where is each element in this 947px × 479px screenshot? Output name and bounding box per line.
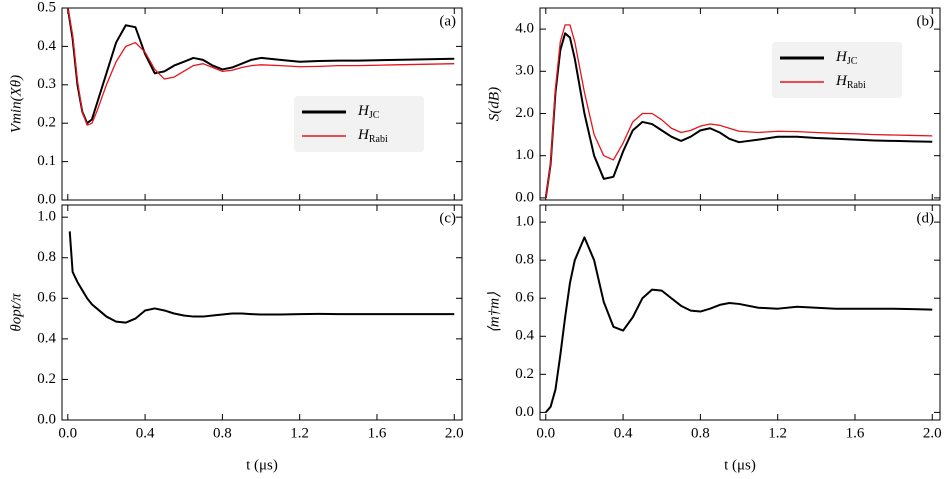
y-tick-label: 0.6 <box>37 290 56 306</box>
data-line <box>544 32 933 199</box>
x-tick-label: 2.0 <box>923 425 942 441</box>
y-tick-label: 0.0 <box>515 404 534 420</box>
x-tick-label: 0.8 <box>691 425 710 441</box>
legend-label: HRabi <box>835 73 866 91</box>
x-tick-label: 1.2 <box>290 425 309 441</box>
y-tick-label: 0.2 <box>37 371 56 387</box>
y-axis-label: S(dB) <box>486 87 502 121</box>
x-tick-label: 1.6 <box>846 425 865 441</box>
data-line <box>545 236 933 414</box>
panel-label: (a) <box>439 13 456 29</box>
y-tick-label: 0.8 <box>37 249 56 265</box>
y-tick-label: 0.2 <box>37 115 56 131</box>
legend-label: HRabi <box>357 127 388 145</box>
y-axis-label: θopt/π <box>8 293 24 332</box>
y-tick-label: 0.4 <box>515 328 534 344</box>
y-tick-label: 0.4 <box>37 330 56 346</box>
plot-frame <box>61 7 463 201</box>
x-tick-label: 1.6 <box>368 425 387 441</box>
y-tick-label: 0.8 <box>515 252 534 268</box>
panel-label: (c) <box>439 210 456 226</box>
data-line <box>67 7 455 126</box>
data-line <box>545 24 933 198</box>
data-line <box>68 231 455 324</box>
y-tick-label: 1.0 <box>37 209 56 225</box>
legend-box <box>294 96 424 152</box>
y-tick-label: 0.3 <box>37 76 56 92</box>
plot-frame <box>61 204 463 421</box>
y-tick-label: 3.0 <box>515 63 534 79</box>
x-tick-label: 2.0 <box>445 425 464 441</box>
y-tick-label: 2.0 <box>515 105 534 121</box>
data-line <box>66 7 455 125</box>
x-axis-label: t (μs) <box>724 457 756 473</box>
y-tick-label: 0.5 <box>37 0 56 15</box>
y-tick-label: 0.6 <box>515 290 534 306</box>
y-tick-label: 1.0 <box>515 147 534 163</box>
y-tick-label: 0.0 <box>37 411 56 427</box>
y-tick-label: 0.0 <box>37 191 56 207</box>
plot-frame <box>539 7 941 201</box>
x-tick-label: 0.0 <box>58 425 77 441</box>
y-tick-label: 1.0 <box>515 214 534 230</box>
legend-label: HJC <box>835 49 858 67</box>
x-axis-label: t (μs) <box>246 457 278 473</box>
panel-label: (b) <box>917 13 935 29</box>
y-axis-label: ⟨m†m⟩ <box>486 292 502 333</box>
y-tick-label: 0.1 <box>37 153 56 169</box>
x-tick-label: 0.4 <box>136 425 155 441</box>
x-tick-label: 1.2 <box>768 425 787 441</box>
legend-box <box>772 42 902 98</box>
x-tick-label: 0.0 <box>536 425 555 441</box>
y-tick-label: 0.0 <box>515 189 534 205</box>
panel-label: (d) <box>917 210 935 226</box>
y-tick-label: 4.0 <box>515 21 534 37</box>
plot-frame <box>539 204 941 421</box>
y-tick-label: 0.2 <box>515 366 534 382</box>
y-tick-label: 0.4 <box>37 38 56 54</box>
y-axis-label: Vmin(Xθ) <box>8 75 24 133</box>
legend-label: HJC <box>357 103 380 121</box>
x-tick-label: 0.8 <box>213 425 232 441</box>
x-tick-label: 0.4 <box>614 425 633 441</box>
